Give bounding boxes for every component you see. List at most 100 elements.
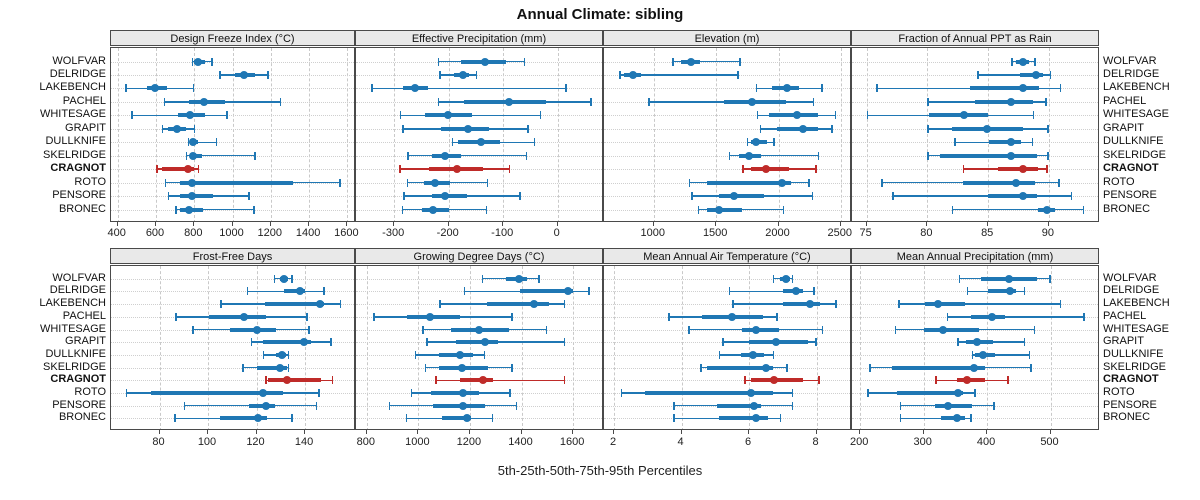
median-dot [962,376,971,385]
whisker-cap-right [523,57,525,66]
whisker-cap-left [971,350,974,359]
median-dot [282,376,291,385]
axis-tick [748,430,750,434]
axis-tick [417,430,419,434]
median-dot [530,300,539,309]
station-label-right: ROTO [1103,175,1135,188]
chart-title: Annual Climate: sibling [516,6,684,23]
median-dot [730,192,738,201]
whisker-cap-left [463,287,465,296]
median-dot [262,401,271,410]
whisker-cap-right [1058,178,1060,187]
axis-tick [116,222,118,226]
station-label-left: PACHEL [62,309,106,322]
interquartile-bar [459,378,494,383]
gridline-horizontal [604,169,850,171]
gridline-vertical [503,48,505,221]
gridline-vertical [988,48,990,221]
whisker-cap-left [718,350,721,359]
whisker-cap-left [899,414,902,423]
gridline-horizontal [356,74,602,76]
median-dot [441,151,450,160]
percentile-whisker [262,354,290,356]
whisker-cap-left [265,376,267,385]
whisker-cap-right [483,350,486,359]
whisker-cap-right [1082,205,1085,214]
gridline-horizontal [604,380,850,382]
interquartile-bar [707,207,743,212]
gridline-vertical [194,48,196,221]
median-dot [441,192,450,201]
whisker-cap-left [219,70,221,79]
gridline-vertical [749,266,751,429]
gridline-vertical [232,48,234,221]
whisker-cap-left [125,388,128,397]
interquartile-bar [256,365,287,370]
interquartile-bar [957,378,986,383]
whisker-cap-right [519,192,521,201]
median-dot [1019,57,1028,66]
whisker-cap-left [756,111,759,120]
station-label-left: DULLKNIFE [45,135,106,148]
whisker-cap-right [739,57,741,66]
whisker-cap-left [962,165,965,174]
whisker-cap-left [185,151,188,160]
gridline-vertical [923,266,925,429]
whisker-cap-right [590,97,592,106]
panel-strip: Growing Degree Days (°C) [355,248,603,264]
gridline-horizontal [111,291,354,293]
whisker-cap-right [291,414,293,423]
station-label-left: WOLFVAR [52,54,106,67]
whisker-cap-right [491,414,494,423]
whisker-cap-left [183,401,186,410]
whisker-cap-left [688,325,690,334]
axis-tick [158,430,160,434]
interquartile-bar [179,194,214,199]
median-dot [505,97,514,106]
median-dot [475,325,483,334]
interquartile-bar [782,302,820,307]
gridline-horizontal [852,61,1098,63]
axis-tick-label: 80 [152,436,165,448]
whisker-cap-right [306,312,308,321]
median-dot [953,388,962,397]
whisker-cap-left [759,124,762,133]
axis-tick-label: 800 [184,227,203,239]
median-dot [464,124,473,133]
whisker-cap-right [1047,151,1049,160]
median-dot [944,401,953,410]
whisker-cap-left [424,363,427,372]
whisker-cap-right [835,300,837,309]
panel-6 [355,265,603,430]
interquartile-bar [209,314,267,319]
interquartile-bar [520,289,573,294]
station-label-right: SKELRIDGE [1103,360,1166,373]
median-dot [299,338,308,347]
whisker-cap-left [700,363,702,372]
whisker-cap-left [892,192,894,201]
gridline-vertical [159,266,161,429]
axis-tick [572,430,574,434]
whisker-cap-left [951,205,954,214]
interquartile-bar [431,390,480,395]
gridline-vertical [681,266,683,429]
median-dot [715,205,723,214]
whisker-cap-right [248,192,250,201]
station-label-right: LAKEBENCH [1103,81,1170,94]
median-dot [1007,151,1016,160]
whisker-cap-left [742,165,744,174]
gridline-horizontal [111,367,354,369]
whisker-cap-right [1049,70,1052,79]
gridline-horizontal [111,115,354,117]
median-dot [253,414,262,423]
median-dot [1031,70,1040,79]
gridline-horizontal [604,115,850,117]
whisker-cap-left [131,111,133,120]
interquartile-bar [777,126,818,131]
interquartile-bar [220,416,268,421]
whisker-cap-right [1049,274,1051,283]
whisker-cap-right [331,376,333,385]
interquartile-bar [455,340,499,345]
axis-tick-label: 2000 [765,227,790,239]
axis-tick-label: 2500 [827,227,853,239]
